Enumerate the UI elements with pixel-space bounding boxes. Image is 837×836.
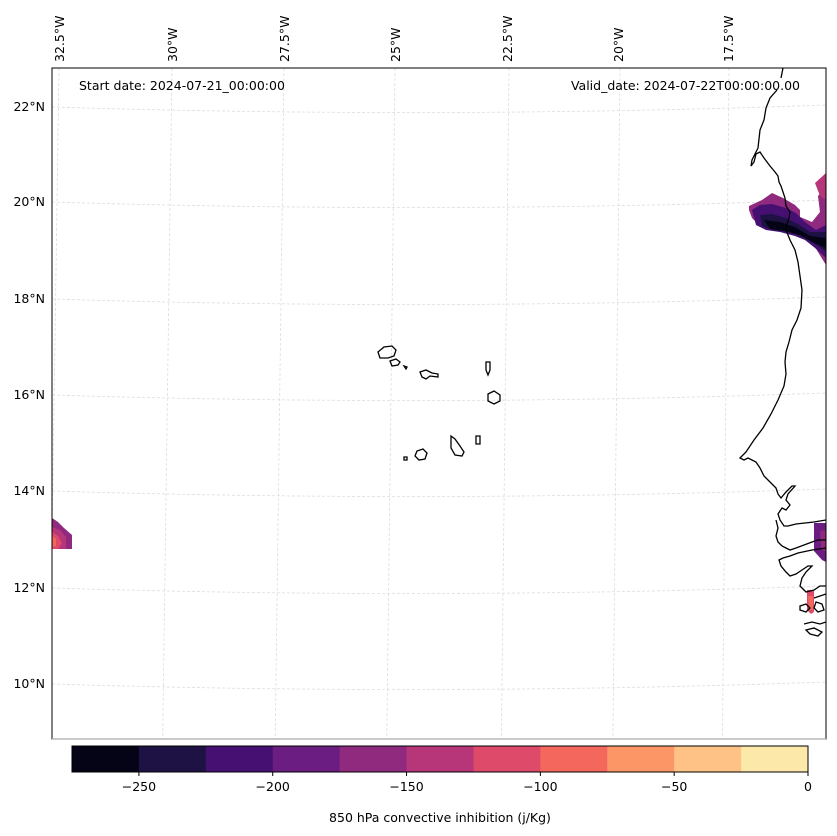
colorbar-segment: [473, 746, 541, 772]
cin-region-mauritania: [749, 173, 826, 265]
cin-fill-west-core: [52, 536, 56, 547]
colorbar-label: 850 hPa convective inhibition (j/Kg): [329, 810, 551, 825]
island-sao-nicolau: [419, 369, 439, 380]
island-boa-vista: [487, 390, 501, 405]
valid-date-label: Valid_date: 2024-07-22T00:00:00.00: [571, 78, 800, 93]
island-santiago: [450, 434, 465, 457]
coastline-bissau-islands: [799, 593, 826, 637]
colorbar-tick-label: −150: [389, 779, 423, 794]
longitude-tick-label: 20°W: [611, 27, 626, 62]
latitude-tick-label: 14°N: [13, 483, 45, 498]
parallel-gridline: [52, 488, 826, 497]
meridian-gridline: [386, 68, 396, 739]
latitude-tick-label: 20°N: [13, 194, 45, 209]
meridian-gridline: [274, 68, 285, 739]
colorbar-tick-label: −50: [661, 779, 687, 794]
meridian-gridline: [722, 68, 730, 739]
latitude-tick-label: 16°N: [13, 387, 45, 402]
map-axes-background: [52, 68, 826, 739]
colorbar-segment: [607, 746, 675, 772]
cin-contour-fields: [52, 173, 826, 614]
island-sao-vicente: [389, 358, 401, 367]
island-santa-luzia: [402, 364, 408, 371]
start-date-label: Start date: 2024-07-21_00:00:00: [79, 78, 285, 93]
meridian-gridline: [52, 68, 60, 570]
colorbar-segment: [272, 746, 341, 772]
colorbar: [71, 745, 809, 773]
longitude-tick-label: 17.5°W: [721, 16, 736, 62]
parallel-gridline: [52, 104, 826, 113]
colorbar-segment: [406, 746, 474, 772]
island-maio: [475, 435, 481, 445]
longitude-tick-label: 22.5°W: [500, 16, 515, 62]
cin-fill-mauritania-east: [815, 173, 826, 200]
parallel-gridline: [52, 392, 826, 401]
colorbar-tick-label: −100: [523, 779, 557, 794]
latitude-tick-labels: 22°N 20°N 18°N 16°N 14°N 12°N 10°N: [13, 99, 45, 691]
island-santo-antao: [377, 345, 397, 359]
colorbar-tick-label: −200: [256, 779, 290, 794]
latitude-tick-label: 22°N: [13, 99, 45, 114]
coastlines: [377, 68, 826, 637]
longitude-tick-label: 32.5°W: [52, 16, 67, 62]
cin-fill-mauritania-core: [764, 220, 826, 248]
colorbar-ticks: −250 −200 −150 −100 −50 0: [122, 772, 812, 794]
cin-fill-senegal-inner: [820, 530, 826, 552]
longitude-tick-label: 30°W: [165, 27, 180, 62]
colorbar-tick-label: 0: [804, 779, 812, 794]
colorbar-segment: [674, 746, 742, 772]
coastline-gambia: [775, 519, 826, 551]
longitude-tick-label: 25°W: [388, 27, 403, 62]
colorbar-segment: [540, 746, 608, 772]
cin-region-senegal: [814, 523, 826, 562]
coastline-africa: [738, 68, 826, 593]
parallel-gridline: [52, 585, 826, 594]
island-sal: [485, 361, 491, 377]
latitude-tick-label: 18°N: [13, 291, 45, 306]
colorbar-tick-label: −250: [122, 779, 156, 794]
meridian-gridline: [612, 68, 621, 739]
latitude-tick-label: 10°N: [13, 676, 45, 691]
parallel-gridline: [52, 199, 826, 208]
longitude-tick-label: 27.5°W: [277, 16, 292, 62]
colorbar-outline: [71, 745, 809, 773]
parallel-gridline: [52, 681, 826, 690]
gridlines: [52, 68, 826, 739]
meridian-gridline: [162, 68, 173, 739]
colorbar-segment: [205, 746, 274, 772]
latitude-tick-label: 12°N: [13, 580, 45, 595]
colorbar-segment: [138, 746, 207, 772]
longitude-tick-labels: 32.5°W 30°W 27.5°W 25°W 22.5°W 20°W 17.5°W: [52, 16, 736, 62]
meridian-gridline: [500, 68, 510, 739]
island-brava: [403, 456, 408, 461]
island-fogo: [414, 448, 428, 461]
cin-region-west: [52, 518, 72, 549]
colorbar-segment: [741, 746, 809, 772]
colorbar-segment: [339, 746, 408, 772]
parallel-gridline: [52, 296, 826, 305]
colorbar-segment: [72, 746, 140, 772]
